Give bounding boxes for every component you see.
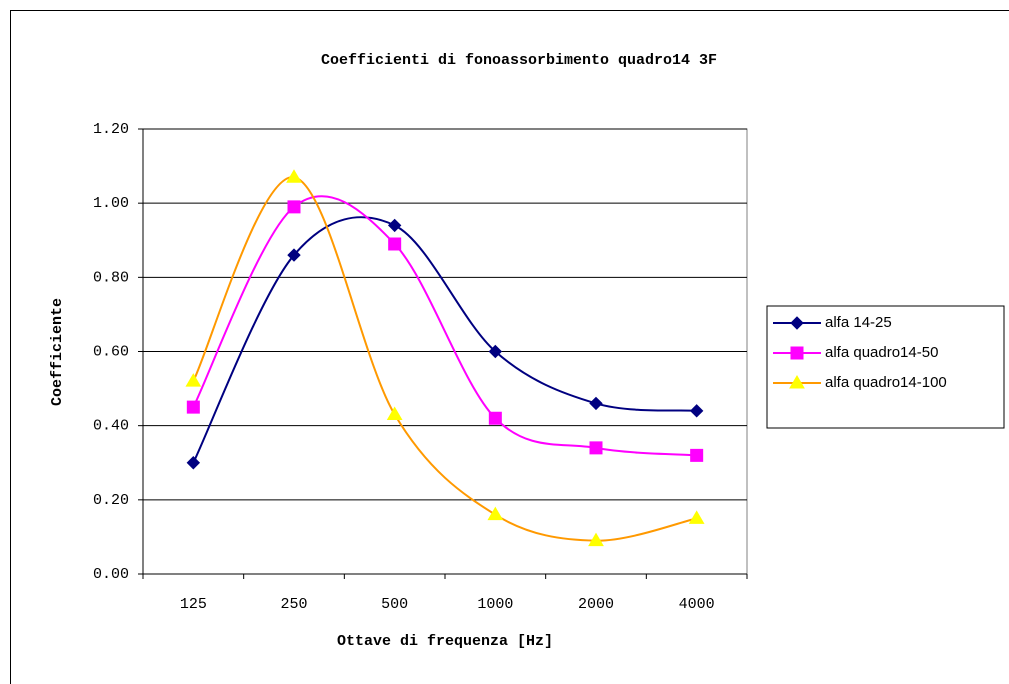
legend-box (766, 305, 1005, 429)
data-point (488, 411, 502, 425)
data-point (488, 344, 503, 359)
legend-label: alfa 14-25 (825, 314, 892, 331)
legend-marker (790, 316, 804, 330)
data-point (287, 248, 301, 262)
data-point (690, 448, 704, 462)
data-point (588, 532, 604, 547)
y-tick-label: 0.40 (93, 418, 129, 435)
legend-marker (790, 346, 804, 360)
data-point (286, 169, 302, 183)
x-axis-title: Ottave di frequenza [Hz] (337, 633, 553, 650)
data-point (689, 404, 704, 418)
data-point (186, 400, 200, 414)
x-tick-label: 1000 (477, 596, 513, 613)
y-tick-label: 0.80 (93, 269, 129, 286)
y-tick-label: 0.20 (93, 492, 129, 509)
x-tick-label: 2000 (578, 596, 614, 613)
x-tick-label: 250 (280, 596, 307, 613)
data-point (386, 406, 403, 421)
y-tick-label: 1.20 (93, 121, 129, 138)
y-tick-label: 1.00 (93, 195, 129, 212)
x-tick-label: 500 (381, 596, 408, 613)
chart-title: Coefficienti di fonoassorbimento quadro1… (321, 52, 717, 69)
data-point (589, 396, 603, 411)
data-point (185, 373, 202, 387)
data-point (287, 200, 301, 214)
data-point (186, 456, 201, 470)
legend-marker (789, 375, 805, 389)
x-tick-label: 4000 (679, 596, 715, 613)
data-point (487, 506, 504, 521)
data-point (388, 237, 402, 251)
legend-label: alfa quadro14-50 (825, 344, 938, 361)
y-tick-label: 0.00 (93, 566, 129, 583)
data-point (387, 218, 402, 233)
data-point (589, 441, 603, 455)
x-tick-label: 125 (180, 596, 207, 613)
y-tick-label: 0.60 (93, 343, 129, 360)
y-axis-title: Coefficiente (49, 298, 66, 406)
data-point (688, 510, 705, 524)
legend-label: alfa quadro14-100 (825, 374, 947, 391)
